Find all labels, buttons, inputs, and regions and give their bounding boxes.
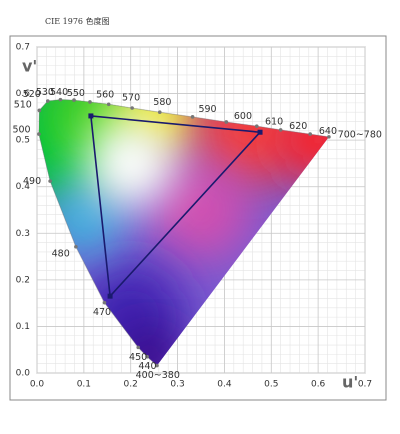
wavelength-label: 600 bbox=[234, 111, 252, 122]
triangle-vertex bbox=[107, 293, 113, 299]
wavelength-label: 530 bbox=[36, 87, 54, 98]
locus-point bbox=[58, 97, 63, 102]
wavelength-label: 400~380 bbox=[136, 370, 180, 381]
x-tick-label: 0.5 bbox=[264, 380, 278, 390]
y-tick-label: 0.7 bbox=[16, 43, 30, 53]
x-tick-label: 0.2 bbox=[124, 380, 138, 390]
x-tick-label: 0.0 bbox=[30, 380, 45, 390]
x-tick-label: 0.3 bbox=[170, 380, 184, 390]
y-tick-label: 0.1 bbox=[16, 322, 30, 332]
y-tick-label: 0.4 bbox=[16, 182, 31, 192]
y-tick-label: 0.0 bbox=[16, 369, 31, 379]
locus-point bbox=[157, 110, 162, 114]
locus-point bbox=[45, 99, 50, 103]
chart-title: CIE 1976 色度图 bbox=[45, 16, 110, 26]
triangle-vertex bbox=[257, 129, 263, 135]
wavelength-label: 480 bbox=[52, 249, 70, 260]
wavelength-label: 620 bbox=[289, 121, 307, 132]
locus-point bbox=[136, 345, 141, 350]
y-axis-label: v' bbox=[22, 57, 37, 76]
x-tick-label: 0.6 bbox=[311, 380, 326, 390]
wavelength-label: 700~780 bbox=[338, 129, 382, 140]
locus-point bbox=[48, 179, 52, 183]
locus-point bbox=[130, 106, 134, 110]
frame bbox=[9, 35, 387, 401]
wavelength-label: 470 bbox=[93, 307, 111, 318]
wavelength-label: 500 bbox=[12, 125, 30, 136]
wavelength-label: 540 bbox=[50, 87, 68, 98]
wavelength-label: 610 bbox=[265, 117, 283, 128]
locus-point bbox=[74, 244, 78, 249]
locus-point bbox=[254, 124, 259, 128]
x-tick-label: 0.4 bbox=[217, 380, 232, 390]
locus-point bbox=[308, 132, 312, 136]
wavelength-label: 550 bbox=[67, 88, 85, 99]
triangle-vertex bbox=[88, 113, 94, 119]
locus-point bbox=[37, 132, 41, 136]
locus-point bbox=[106, 102, 111, 107]
y-tick-label: 0.5 bbox=[16, 136, 30, 146]
wavelength-label: 590 bbox=[198, 104, 216, 115]
gamut-blend bbox=[151, 160, 251, 260]
wavelength-label: 560 bbox=[96, 90, 114, 101]
wavelength-label: 580 bbox=[153, 97, 171, 108]
y-tick-label: 0.3 bbox=[16, 229, 30, 239]
wavelength-label: 640 bbox=[319, 126, 337, 137]
gamut-triangle bbox=[89, 115, 262, 299]
wavelength-label: 510 bbox=[14, 99, 32, 110]
x-tick-label: 0.1 bbox=[77, 380, 91, 390]
locus-point bbox=[278, 128, 283, 132]
locus-point bbox=[190, 115, 195, 119]
gamut-blend bbox=[85, 118, 176, 209]
x-axis-label: u' bbox=[342, 373, 358, 392]
x-tick-label: 0.7 bbox=[358, 380, 372, 390]
locus-point bbox=[102, 300, 107, 305]
wavelength-label: 570 bbox=[122, 93, 140, 104]
wavelength-label: 440 bbox=[138, 361, 156, 372]
locus-point bbox=[155, 363, 159, 368]
y-tick-label: 0.6 bbox=[16, 89, 31, 99]
locus-point bbox=[224, 120, 229, 124]
y-tick-label: 0.2 bbox=[16, 275, 30, 285]
locus-point bbox=[88, 100, 92, 104]
locus-point bbox=[327, 135, 331, 139]
wavelength-label: 490 bbox=[23, 176, 41, 187]
locus-point bbox=[72, 98, 76, 102]
locus-point bbox=[145, 354, 149, 359]
wavelength-label: 520 bbox=[23, 89, 41, 100]
locus-point bbox=[37, 108, 42, 113]
wavelength-label: 450 bbox=[129, 352, 147, 363]
